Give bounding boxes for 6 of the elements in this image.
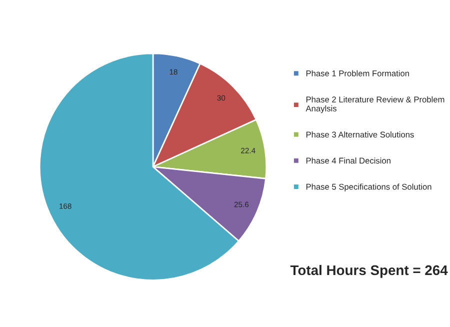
legend-label: Phase 1 Problem Formation <box>306 70 409 76</box>
legend-label: Phase 2 Literature Review & Problem Anaylsis <box>306 96 444 114</box>
text: Total Hours Spent = 264 <box>290 264 448 278</box>
legend-label: Phase 5 Specifications of Solution <box>306 184 432 192</box>
legend-label: Phase 3 Alternative Solutions <box>306 131 414 138</box>
legend-label: Phase 4 Final Decision <box>306 158 390 164</box>
